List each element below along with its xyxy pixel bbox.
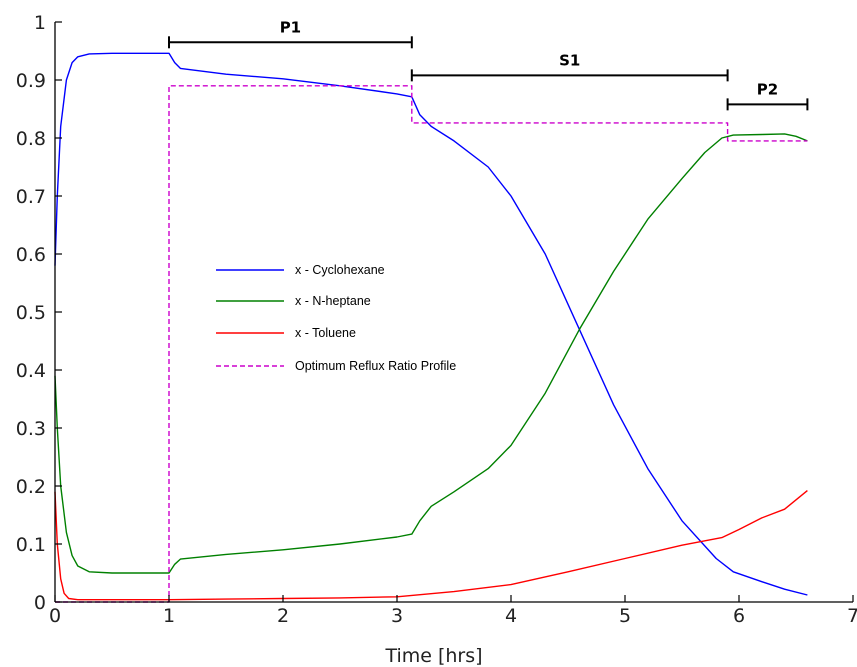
y-tick-label: 0.2 — [16, 476, 46, 498]
y-tick-label: 0 — [34, 592, 46, 614]
legend-label-x-n-heptane: x - N-heptane — [295, 294, 371, 308]
y-tick-label: 0.8 — [16, 128, 46, 150]
y-tick-label: 0.1 — [16, 534, 46, 556]
x-tick-label: 1 — [163, 605, 175, 627]
y-tick-label: 0.9 — [16, 70, 46, 92]
x-tick-label: 4 — [505, 605, 517, 627]
phase-p1-label: P1 — [280, 18, 301, 36]
legend: x - Cyclohexane x - N-heptane x - Toluene O… — [216, 263, 456, 373]
x-tick-label: 0 — [49, 605, 61, 627]
y-tick-label: 1 — [34, 12, 46, 34]
x-axis-label: Time [hrs] — [384, 645, 482, 667]
y-tick-label: 0.6 — [16, 244, 46, 266]
y-tick-label: 0.7 — [16, 186, 46, 208]
plot-lines — [54, 52, 808, 603]
y-tick-label: 0.4 — [16, 360, 46, 382]
x-tick-label: 2 — [277, 605, 289, 627]
x-tick-label: 5 — [619, 605, 631, 627]
x-tick-label: 3 — [391, 605, 403, 627]
legend-label-optimum-reflux-ratio-profile: Optimum Reflux Ratio Profile — [295, 359, 456, 373]
phase-annotations: P1 S1 P2 — [168, 18, 809, 111]
axes: 0 1 2 3 4 5 6 7 0 0.1 0.2 0.3 0.4 0.5 0.6 0.7 0.8 0.9 1 — [16, 12, 857, 627]
x-tick-label: 6 — [733, 605, 745, 627]
series-line-x-toluene — [54, 490, 808, 601]
x-tick-label: 7 — [847, 605, 857, 627]
y-tick-label: 0.3 — [16, 418, 46, 440]
legend-label-x-cyclohexane: x - Cyclohexane — [295, 263, 385, 277]
series-line-optimum-reflux-ratio-profile — [55, 85, 808, 603]
y-tick-label: 0.5 — [16, 302, 46, 324]
series-line-x-cyclohexane — [54, 52, 808, 596]
series-line-x-n-heptane — [54, 133, 808, 574]
legend-label-x-toluene: x - Toluene — [295, 326, 356, 340]
phase-s1-label: S1 — [559, 51, 580, 69]
phase-p2-label: P2 — [757, 80, 778, 98]
